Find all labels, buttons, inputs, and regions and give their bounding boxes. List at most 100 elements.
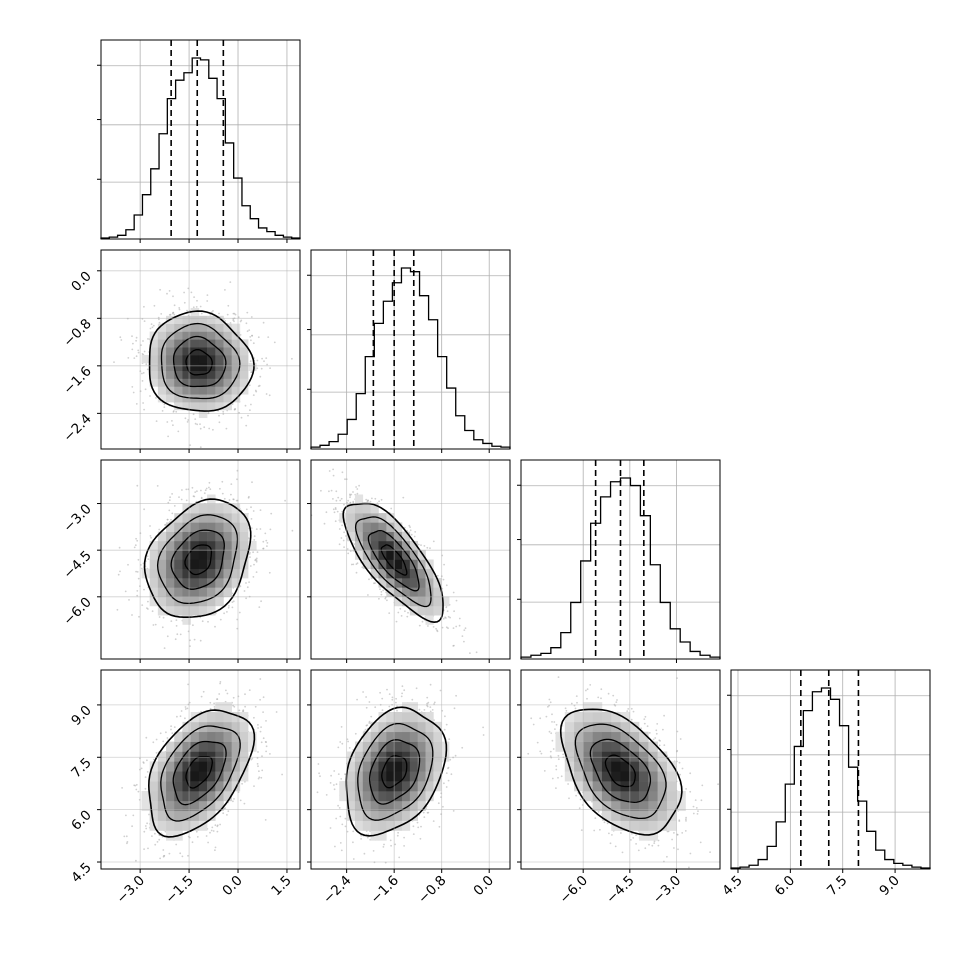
sample-point [131, 614, 133, 616]
sample-point [435, 627, 437, 630]
sample-point [259, 528, 262, 530]
sample-point [173, 313, 176, 316]
sample-point [320, 489, 322, 492]
sample-point [254, 559, 257, 562]
sample-point [266, 542, 269, 544]
sample-point [380, 591, 383, 593]
density-cell [207, 402, 216, 411]
sample-point [225, 427, 228, 430]
sample-point [346, 548, 349, 550]
sample-point [158, 616, 161, 618]
density-cell [433, 605, 442, 616]
density-cell [223, 540, 232, 551]
density-cell [239, 370, 249, 379]
sample-point [291, 357, 293, 360]
density-cell [207, 559, 216, 570]
sample-point [384, 597, 387, 600]
density-cell [149, 578, 159, 588]
sample-point [118, 546, 121, 549]
density-cell [231, 578, 241, 588]
sample-point [355, 486, 357, 488]
sample-point [123, 835, 126, 838]
sample-point [159, 732, 162, 735]
density-cell [215, 402, 224, 411]
sample-point [147, 600, 149, 603]
sample-point [135, 339, 138, 342]
sample-point [344, 445, 346, 447]
density-cell [378, 578, 387, 588]
density-cell [149, 362, 159, 372]
density-cell [182, 568, 191, 579]
density-cell [215, 347, 224, 356]
density-cell [223, 362, 232, 372]
sample-point [230, 493, 232, 496]
density-cell [223, 331, 232, 340]
sample-point [347, 499, 349, 502]
density-cell [198, 513, 208, 523]
density-cell [231, 550, 241, 560]
sample-point [146, 368, 149, 371]
sample-point [249, 336, 252, 338]
sample-point [240, 319, 243, 322]
sample-point [185, 488, 188, 491]
sample-point [146, 607, 148, 609]
density-cell [354, 531, 364, 542]
density-cell [182, 394, 191, 403]
sample-point [229, 322, 232, 324]
sample-point [373, 582, 375, 585]
sample-point [249, 360, 252, 363]
sample-point [250, 527, 253, 529]
density-cell [174, 522, 183, 532]
density-cell [248, 540, 257, 551]
sample-point [436, 574, 439, 577]
sample-point [469, 652, 471, 654]
density-cell [174, 531, 183, 542]
sample-point [246, 330, 249, 333]
density-cell [174, 378, 183, 387]
density-cell [198, 339, 208, 348]
density-cell [166, 339, 175, 348]
density-cell [215, 559, 224, 570]
panel-inner [113, 281, 293, 449]
sample-point [323, 522, 326, 525]
sample-point [238, 611, 241, 614]
density-cell [190, 568, 200, 579]
sample-point [203, 492, 206, 495]
density-cell [378, 531, 387, 542]
sample-point [168, 313, 171, 316]
sample-point [261, 769, 264, 772]
density-cell [190, 347, 200, 356]
sample-point [265, 393, 268, 395]
sample-point [344, 478, 346, 481]
sample-point [164, 830, 167, 833]
sample-point [446, 610, 449, 613]
sample-point [352, 491, 354, 493]
hist-frame [100, 39, 301, 240]
sample-point [309, 443, 311, 445]
sample-point [172, 410, 175, 412]
density-cell [402, 550, 411, 560]
sample-point [436, 629, 438, 632]
sample-point [143, 588, 145, 591]
sample-point [131, 386, 134, 388]
sample-point [461, 635, 464, 637]
density-cell [378, 522, 387, 532]
sample-point [226, 611, 228, 613]
sample-point [194, 418, 197, 420]
density-cell [223, 378, 232, 387]
sample-point [127, 563, 129, 566]
sample-point [463, 640, 465, 643]
density-cell [207, 531, 216, 542]
density-cell [157, 596, 167, 607]
sample-point [350, 563, 353, 566]
sample-point [128, 599, 130, 601]
sample-point [136, 594, 139, 597]
density-cell [425, 615, 434, 625]
density-cell [378, 540, 387, 551]
density-cell [149, 596, 159, 607]
sample-point [407, 611, 409, 614]
sample-point [343, 531, 345, 534]
sample-point [213, 707, 216, 710]
sample-point [186, 421, 189, 423]
sample-point [420, 544, 422, 546]
